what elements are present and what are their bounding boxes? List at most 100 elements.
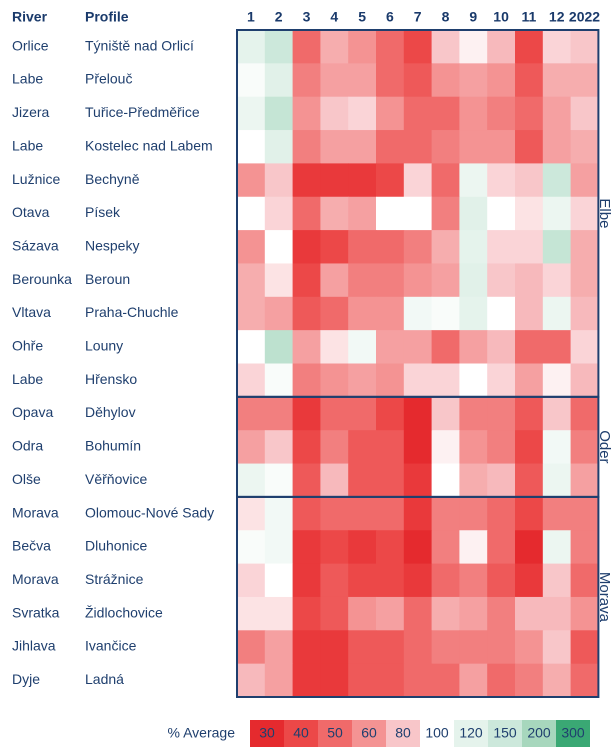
heat-cell [570,96,599,131]
legend-swatch [386,720,420,748]
heat-cell [348,496,377,531]
heat-cell [348,163,377,198]
heat-cell [403,130,433,164]
heat-cell [515,63,544,98]
heat-cell [570,530,599,565]
heat-cell [542,230,572,264]
heat-cell [403,230,433,264]
heat-cell [237,296,266,331]
heat-cell [348,96,377,131]
heat-cell [487,596,516,631]
heat-cell [264,130,294,164]
heat-cell [570,230,599,264]
heat-cell [320,196,349,231]
heat-cell [376,630,405,665]
heat-cell [487,30,516,64]
profile-label: Bechyně [85,171,140,187]
river-label: Olše [12,471,41,487]
profile-label: Věřňovice [85,471,147,487]
heat-cell [237,663,266,698]
heat-cell [515,663,544,698]
heat-cell [376,130,405,164]
heat-cell [292,596,321,631]
heat-cell [403,463,433,498]
heat-cell [570,296,599,331]
profile-label: Přelouč [85,71,132,87]
heat-cell [542,663,572,698]
column-header: 4 [330,9,338,25]
heat-cell [292,330,321,364]
heat-cell [487,63,516,98]
legend-label: 100 [425,725,449,741]
heat-cell [264,196,294,231]
heat-cell [487,430,516,465]
heat-cell [570,163,599,198]
heat-cell [542,163,572,198]
profile-label: Písek [85,204,121,220]
heat-cell [515,530,544,565]
profile-label: Dluhonice [85,538,147,554]
heat-cell [348,130,377,164]
heat-cell [542,130,572,164]
heat-cell [348,463,377,498]
heat-cell [348,630,377,665]
legend-swatch [420,720,454,748]
heat-cell [376,430,405,465]
column-header: 7 [414,9,422,25]
basin-label: Morava [596,572,613,623]
heat-cell [264,296,294,331]
heat-cell [403,563,433,598]
heat-cell [570,663,599,698]
heat-cell [376,30,405,64]
heat-cell [348,230,377,264]
heat-cell [348,330,377,364]
heat-cell [264,363,294,398]
heat-cell [348,63,377,98]
river-label: Otava [12,204,50,220]
heat-cell [487,630,516,665]
column-header: 11 [521,9,536,25]
river-label: Berounka [12,271,72,287]
heat-cell [515,563,544,598]
profile-label: Hřensko [85,371,137,387]
heat-cell [431,663,460,698]
heat-cell [376,663,405,698]
heat-cell [431,630,460,665]
heat-cell [542,430,572,465]
heat-cell [570,196,599,231]
heat-cell [320,263,349,298]
profile-label: Židlochovice [85,604,163,620]
heat-cell [542,530,572,565]
column-header: 8 [442,9,450,25]
heat-cell [487,363,516,398]
heat-cell [431,230,460,264]
heat-cell [376,63,405,98]
heat-cell [487,396,516,431]
heat-cell [542,563,572,598]
heat-cell [320,296,349,331]
heat-cell [487,296,516,331]
heat-cell [376,330,405,364]
heat-cell [348,363,377,398]
heat-cell [431,396,460,431]
heat-cell [431,63,460,98]
column-header: 12 [549,9,565,25]
basin-box [236,495,600,698]
heat-cell [431,596,460,631]
river-label: Bečva [12,538,51,554]
river-label: Jizera [12,104,50,120]
heat-cell [403,663,433,698]
profile-label: Strážnice [85,571,144,587]
heat-cell [376,596,405,631]
heat-cell [570,496,599,531]
heat-cell [403,596,433,631]
heat-cell [376,230,405,264]
heat-cell [320,396,349,431]
heat-cell [542,296,572,331]
heat-cell [237,230,266,264]
heat-cell [264,30,294,64]
heat-cell [487,230,516,264]
heat-cell [376,396,405,431]
